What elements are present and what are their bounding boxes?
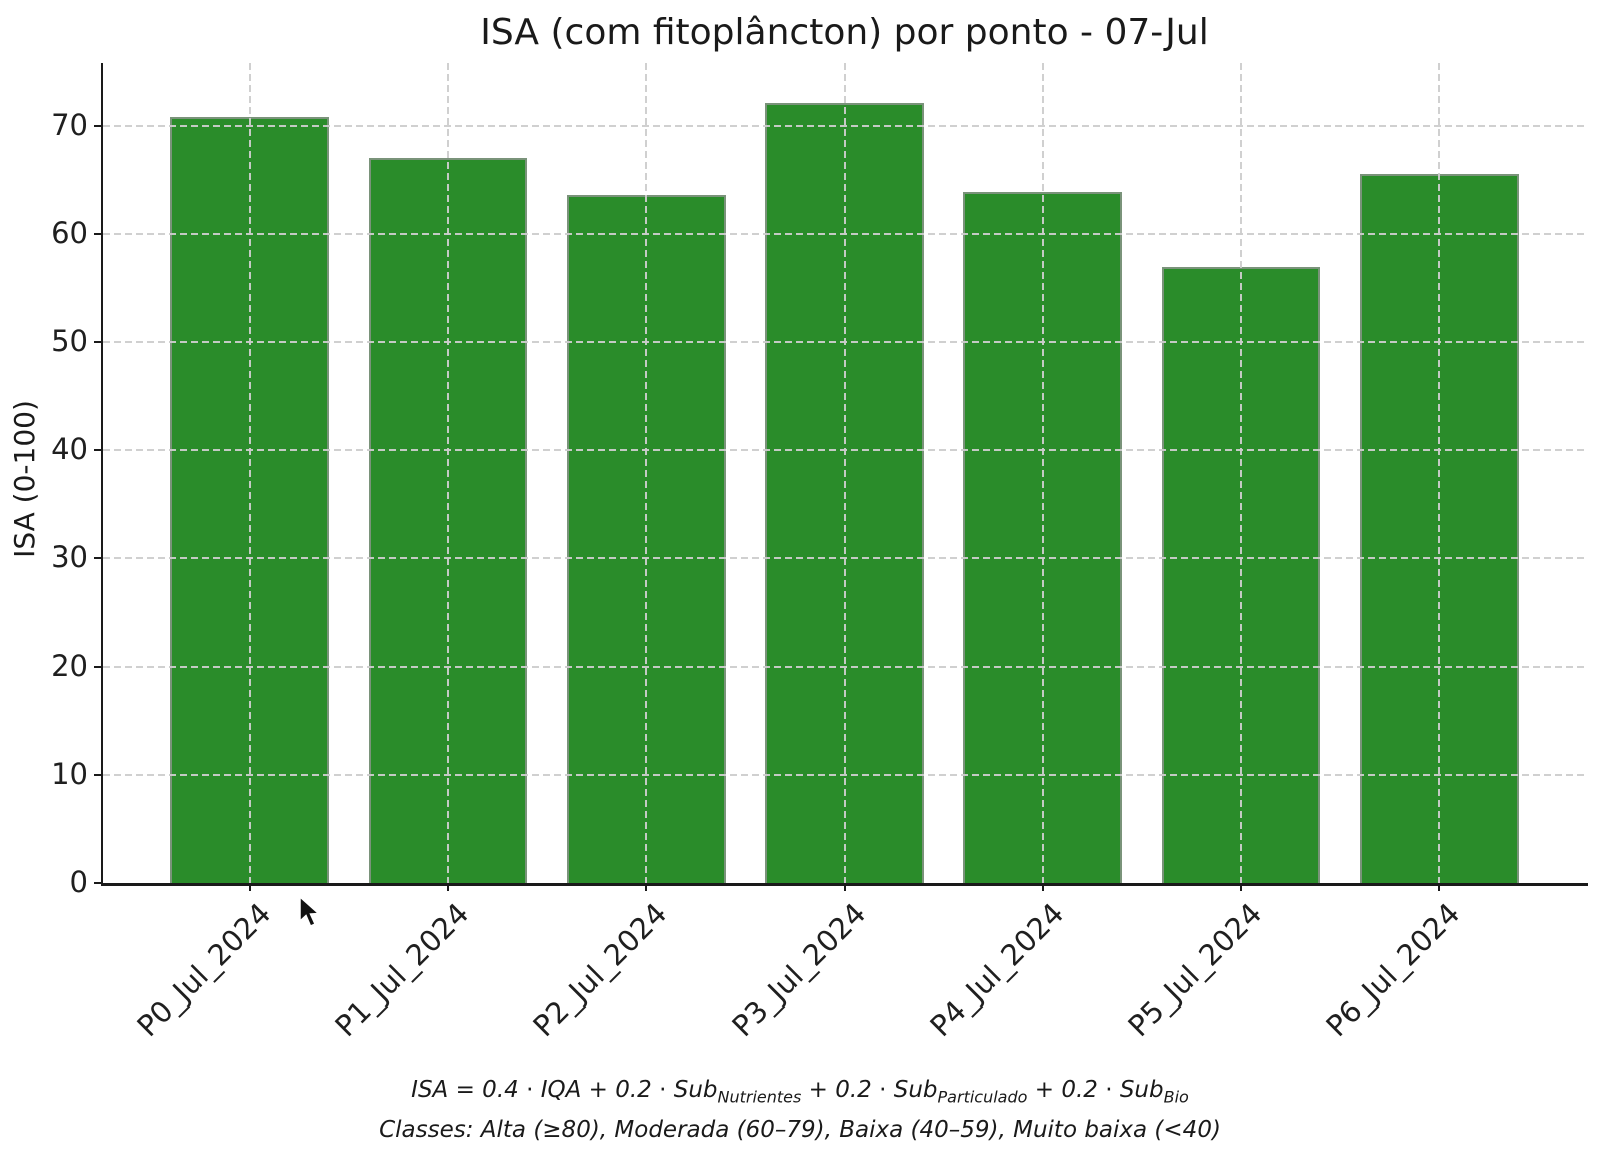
y-tick-label-70: 70: [51, 107, 88, 142]
y-tick-label-60: 60: [51, 215, 88, 250]
x-gridline-P2_Jul_2024: [645, 63, 648, 883]
isa-formula: ISA = 0.4 ⋅ IQA + 0.2 ⋅ SubNutrientes + …: [0, 1074, 1600, 1114]
x-tick-mark-P1_Jul_2024: [446, 883, 449, 891]
formula-subscript: Particulado: [937, 1087, 1028, 1107]
y-tick-mark-50: [94, 341, 103, 344]
formula-text: + 0.2 ⋅ Sub: [801, 1077, 938, 1103]
y-tick-mark-60: [94, 232, 103, 235]
y-tick-label-40: 40: [51, 432, 88, 467]
formula-subscript: Bio: [1163, 1087, 1189, 1107]
y-tick-mark-20: [94, 665, 103, 668]
mouse-cursor-icon: [299, 896, 321, 927]
y-tick-mark-10: [94, 773, 103, 776]
y-axis-label: ISA (0-100): [8, 400, 41, 558]
x-tick-mark-P4_Jul_2024: [1041, 883, 1044, 891]
chart-footnote: ISA = 0.4 ⋅ IQA + 0.2 ⋅ SubNutrientes + …: [0, 1074, 1600, 1147]
chart-title: ISA (com fitoplâncton) por ponto - 07-Ju…: [480, 12, 1209, 53]
y-tick-mark-30: [94, 557, 103, 560]
x-gridline-P3_Jul_2024: [843, 63, 846, 883]
x-gridline-P0_Jul_2024: [248, 63, 251, 883]
x-gridline-P5_Jul_2024: [1240, 63, 1243, 883]
y-axis-spine: [101, 63, 103, 885]
y-tick-mark-70: [94, 124, 103, 127]
formula-subscript: Nutrientes: [717, 1087, 802, 1107]
y-tick-label-30: 30: [51, 540, 88, 575]
x-tick-mark-P0_Jul_2024: [248, 883, 251, 891]
x-tick-mark-P5_Jul_2024: [1240, 883, 1243, 891]
y-tick-mark-0: [94, 882, 103, 884]
x-tick-mark-P3_Jul_2024: [843, 883, 846, 891]
x-gridline-P6_Jul_2024: [1438, 63, 1441, 883]
y-tick-label-20: 20: [51, 648, 88, 683]
y-tick-mark-40: [94, 449, 103, 452]
formula-text: ISA = 0.4 ⋅ IQA + 0.2 ⋅ Sub: [411, 1077, 718, 1103]
x-tick-mark-P6_Jul_2024: [1438, 883, 1441, 891]
y-tick-label-50: 50: [51, 324, 88, 359]
plot-area: [101, 63, 1588, 886]
x-tick-mark-P2_Jul_2024: [645, 883, 648, 891]
x-gridline-P1_Jul_2024: [446, 63, 449, 883]
y-tick-label-10: 10: [51, 756, 88, 791]
classes-legend: Classes: Alta (≥80), Moderada (60–79), B…: [379, 1116, 1221, 1143]
x-gridline-P4_Jul_2024: [1041, 63, 1044, 883]
y-tick-label-0: 0: [69, 865, 88, 899]
formula-text: + 0.2 ⋅ Sub: [1027, 1077, 1164, 1103]
